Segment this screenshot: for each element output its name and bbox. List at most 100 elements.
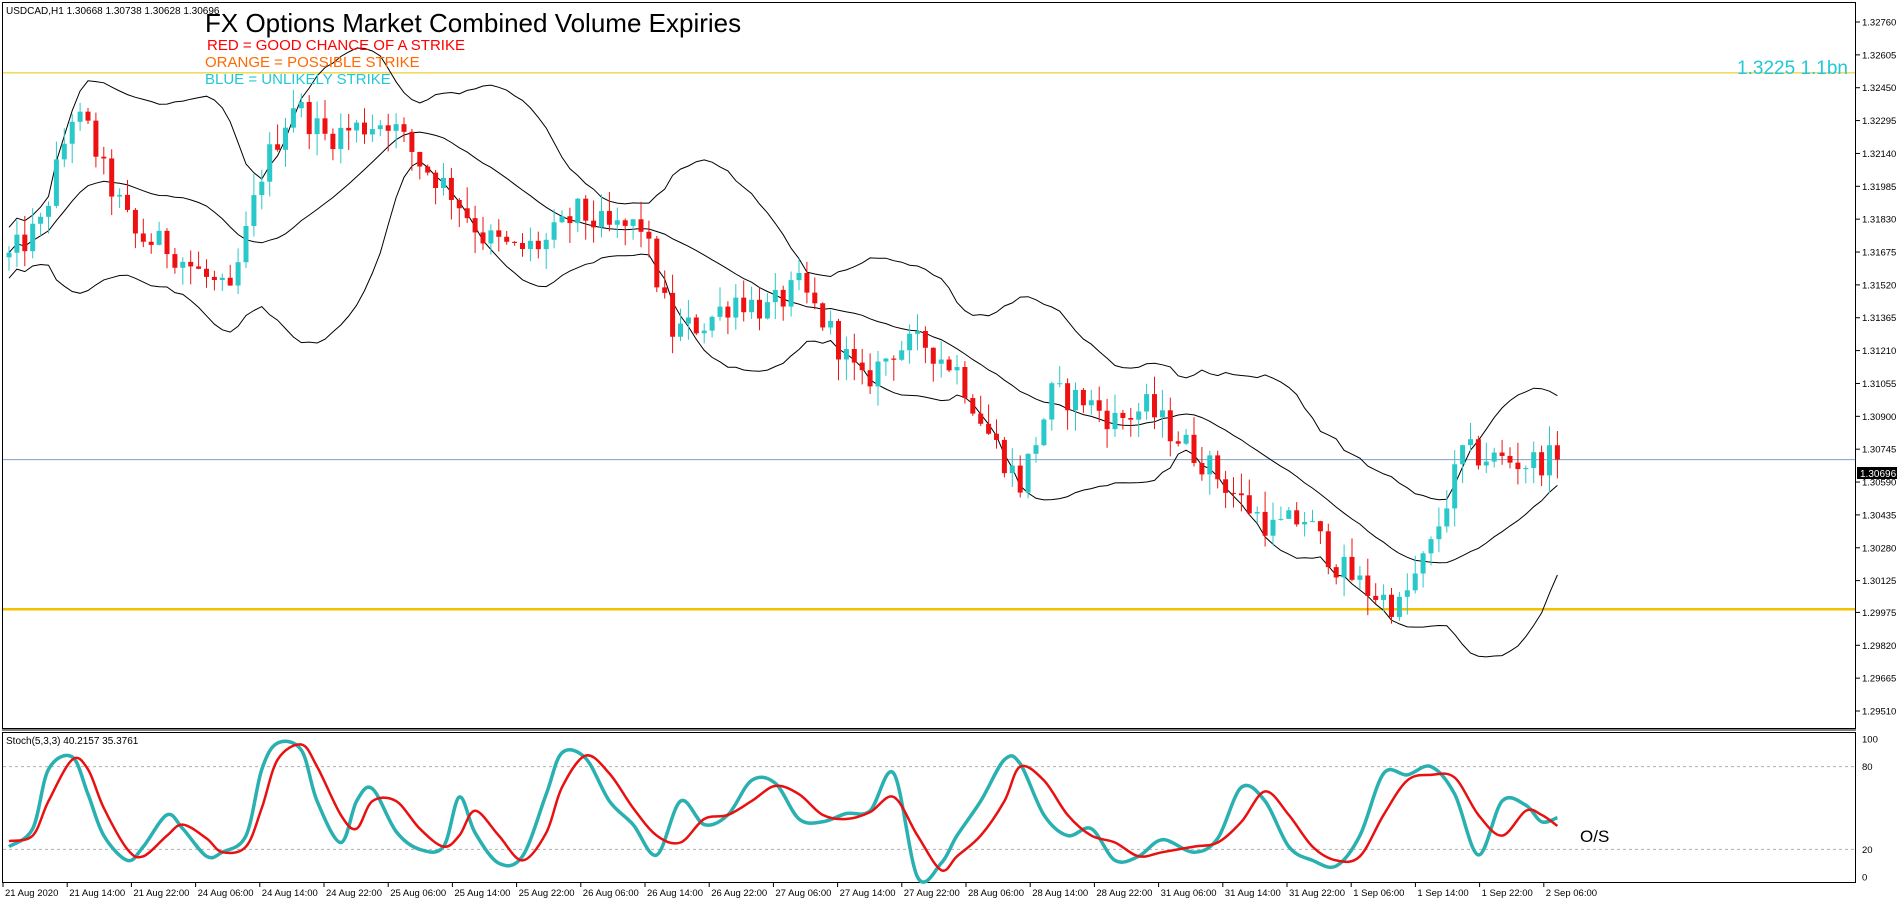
candle: [693, 314, 699, 336]
current-price-label: 1.30696: [1860, 469, 1897, 480]
candle: [1128, 408, 1134, 437]
candle: [38, 212, 44, 237]
candle: [496, 219, 502, 252]
candle: [14, 220, 20, 267]
candle: [583, 195, 589, 240]
time-tick-label: 24 Aug 06:00: [198, 888, 254, 899]
candle: [1057, 366, 1063, 388]
candle: [646, 220, 652, 258]
candle: [164, 228, 170, 269]
candle: [504, 231, 510, 245]
candle: [448, 167, 454, 220]
candle: [1191, 417, 1197, 467]
bollinger-lower: [8, 160, 1558, 658]
candle: [796, 258, 802, 291]
candle: [1547, 426, 1552, 493]
time-tick-label: 21 Aug 2020: [5, 888, 58, 899]
candle: [512, 241, 518, 246]
candle: [559, 210, 565, 224]
candle: [757, 287, 762, 331]
candle: [986, 404, 992, 435]
candle: [298, 93, 304, 118]
candle: [1199, 446, 1205, 481]
time-tick-label: 28 Aug 22:00: [1096, 888, 1152, 899]
candle: [61, 128, 67, 168]
candle: [30, 208, 36, 259]
candle: [883, 357, 889, 376]
candle: [867, 353, 873, 394]
candle: [907, 324, 913, 364]
candle: [188, 250, 194, 285]
candle: [1294, 502, 1300, 527]
candle: [464, 187, 470, 223]
stochastic-header: Stoch(5,3,3) 40.2157 35.3761: [6, 736, 139, 747]
candle: [843, 336, 849, 381]
candle: [53, 141, 59, 209]
price-tick-label: 1.29820: [1862, 641, 1896, 652]
candle: [251, 173, 257, 237]
horizontal-lines: [3, 72, 1855, 611]
candle: [6, 246, 12, 271]
candle: [780, 285, 786, 321]
candle: [306, 95, 312, 150]
candlesticks: [6, 89, 1560, 624]
candle: [1531, 441, 1537, 484]
legend-orange: ORANGE = POSSIBLE STRIKE: [205, 54, 420, 71]
candle: [741, 280, 747, 322]
candle: [764, 293, 770, 320]
candle: [1396, 592, 1402, 621]
candle: [401, 117, 407, 142]
price-tick-label: 1.31520: [1862, 280, 1896, 291]
candle: [1270, 502, 1276, 546]
candle: [591, 200, 597, 243]
candle: [1041, 417, 1047, 447]
candle: [1404, 573, 1410, 615]
candle: [749, 286, 755, 319]
candle: [899, 340, 905, 361]
candle: [527, 227, 533, 262]
candle: [1325, 523, 1331, 575]
candle: [22, 215, 28, 267]
stochastic-pane-frame: [2, 732, 1856, 883]
candle: [875, 351, 881, 406]
candle: [369, 114, 375, 142]
candle: [441, 163, 446, 196]
price-tick-label: 1.30745: [1862, 445, 1896, 456]
candle: [788, 271, 794, 317]
price-tick-label: 1.29975: [1862, 608, 1896, 619]
candle: [1491, 447, 1497, 468]
time-tick-label: 26 Aug 22:00: [711, 888, 767, 899]
candle: [1420, 551, 1426, 588]
candle: [488, 224, 494, 255]
candle: [701, 323, 707, 344]
candle: [196, 251, 202, 270]
stochastic-tick-label: 20: [1862, 845, 1873, 856]
candle: [717, 287, 723, 321]
candle: [101, 146, 107, 175]
time-tick-label: 24 Aug 22:00: [326, 888, 382, 899]
time-tick-label: 25 Aug 22:00: [519, 888, 575, 899]
candle: [267, 132, 273, 197]
time-tick-label: 1 Sep 22:00: [1482, 888, 1533, 899]
candle: [520, 233, 525, 257]
time-tick-label: 31 Aug 14:00: [1225, 888, 1281, 899]
candle: [804, 261, 810, 304]
candle: [614, 207, 620, 239]
candle: [125, 180, 130, 213]
candle: [954, 354, 960, 385]
price-tick-label: 1.31675: [1862, 248, 1896, 259]
candle: [219, 273, 225, 292]
stochastic-oscillator: 100 80 20 0: [3, 735, 1878, 884]
candle: [1452, 450, 1458, 527]
candle: [662, 270, 668, 299]
candle: [472, 205, 478, 254]
candle: [393, 113, 399, 149]
main-pane-frame: [2, 2, 1856, 729]
price-tick-label: 1.31210: [1862, 346, 1896, 357]
candle: [1507, 447, 1513, 469]
candle: [354, 119, 360, 143]
candle: [970, 394, 976, 416]
candle: [1302, 511, 1308, 537]
candle: [1246, 479, 1252, 516]
price-tick-label: 1.30125: [1862, 576, 1896, 587]
